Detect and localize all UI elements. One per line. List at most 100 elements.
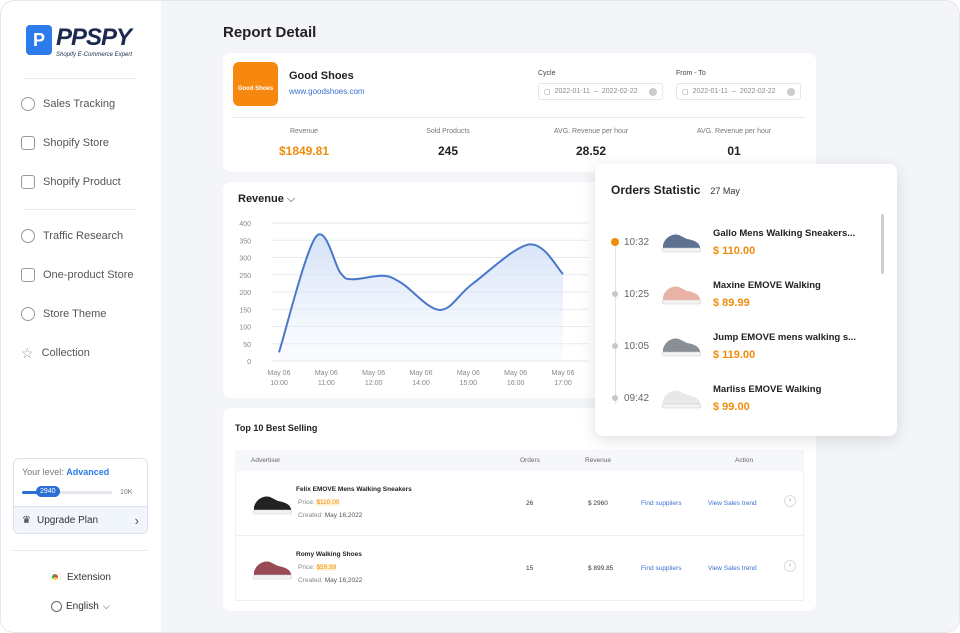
col-orders: Orders bbox=[520, 457, 540, 464]
y-tick-label: 150 bbox=[239, 307, 251, 314]
stat-value: 01 bbox=[727, 144, 741, 158]
chart-metric-select[interactable]: Revenue ⌵ bbox=[238, 193, 295, 206]
scrollbar[interactable] bbox=[881, 214, 884, 274]
y-tick-label: 0 bbox=[247, 359, 251, 366]
range-date-picker[interactable]: ▢ 2022-01-11–2022-02-22 bbox=[676, 83, 801, 100]
sidebar-item-one-product-store[interactable]: One-product Store bbox=[21, 268, 134, 282]
product-name: Marliss EMOVE Walking bbox=[713, 384, 822, 395]
y-tick-label: 400 bbox=[239, 221, 251, 228]
palette-icon bbox=[21, 307, 35, 321]
level-progress-bar: 2940 bbox=[22, 485, 112, 497]
sidebar-item-shopify-store[interactable]: Shopify Store bbox=[21, 136, 109, 150]
x-tick-label: May 06 11:00 bbox=[315, 370, 338, 387]
chevron-down-icon: ⌵ bbox=[102, 601, 110, 611]
product-name: Maxine EMOVE Walking bbox=[713, 280, 821, 291]
order-time: 10:05 bbox=[624, 341, 650, 352]
order-time: 09:42 bbox=[624, 393, 650, 404]
sidebar-item-shopify-product[interactable]: Shopify Product bbox=[21, 175, 121, 189]
start-date: 2022-01-11 bbox=[692, 88, 728, 95]
label: Store Theme bbox=[43, 308, 107, 320]
clear-icon[interactable] bbox=[649, 87, 657, 96]
stat-avg-revenue-2: AVG. Revenue per hour 01 bbox=[659, 128, 809, 158]
timeline-dot bbox=[612, 343, 618, 349]
chrome-icon bbox=[49, 571, 61, 583]
end-date: 2022-02-22 bbox=[739, 88, 776, 95]
product-name: Jump EMOVE mens walking s... bbox=[713, 332, 857, 343]
price-label: Price: bbox=[298, 499, 315, 506]
level-value: Advanced bbox=[66, 467, 110, 477]
store-name: Good Shoes bbox=[289, 70, 354, 82]
stat-revenue: Revenue $1849.81 bbox=[229, 128, 379, 158]
store-url[interactable]: www.goodshoes.com bbox=[289, 87, 365, 96]
y-tick-label: 250 bbox=[239, 273, 251, 280]
created-date: May 16,2022 bbox=[324, 512, 363, 519]
extension-link[interactable]: Extension bbox=[49, 571, 111, 583]
label: Sales Tracking bbox=[43, 98, 116, 110]
chevron-right-icon[interactable]: › bbox=[784, 560, 796, 572]
stat-value: 28.52 bbox=[575, 144, 607, 158]
upgrade-plan-button[interactable]: ♛ Upgrade Plan › bbox=[14, 506, 147, 533]
find-suppliers-link[interactable]: Find suppliers bbox=[641, 565, 682, 572]
end-date: 2022-02-22 bbox=[601, 88, 638, 95]
table-row: Felix EMOVE Mens Walking Sneakers Price:… bbox=[235, 471, 804, 536]
progress-fill bbox=[22, 490, 49, 494]
order-item[interactable]: 09:42 Marliss EMOVE Walking $ 99.00 bbox=[595, 368, 897, 418]
divider bbox=[23, 78, 137, 79]
language-label: English bbox=[66, 601, 99, 612]
view-sales-trend-link[interactable]: View Sales trend bbox=[708, 500, 757, 507]
cycle-date-picker[interactable]: ▢ 2022-01-11–2022-02-22 bbox=[538, 83, 663, 100]
sidebar-item-sales-tracking[interactable]: Sales Tracking bbox=[21, 97, 115, 111]
product-image bbox=[659, 383, 703, 411]
price-label: Price: bbox=[298, 564, 315, 571]
product-price: $ 89.99 bbox=[713, 297, 750, 309]
view-sales-trend-link[interactable]: View Sales trend bbox=[708, 565, 757, 572]
language-select[interactable]: English ⌵ bbox=[51, 601, 110, 612]
x-tick-label: May 06 15:00 bbox=[457, 370, 480, 387]
range-filter: From - To ▢ 2022-01-11–2022-02-22 bbox=[676, 70, 801, 100]
popup-header: Orders Statistic 27 May bbox=[611, 183, 740, 197]
store-icon bbox=[21, 136, 35, 150]
revenue-value: $ 899.85 bbox=[588, 565, 614, 572]
calendar-icon: ▢ bbox=[682, 88, 689, 96]
box-icon bbox=[21, 175, 35, 189]
product-image bbox=[659, 331, 703, 359]
product-image bbox=[659, 279, 703, 307]
stat-label: Sold Products bbox=[426, 128, 470, 135]
orders-count: 15 bbox=[526, 565, 534, 572]
revenue-value: $ 2960 bbox=[588, 500, 608, 507]
chevron-right-icon[interactable]: › bbox=[784, 495, 796, 507]
popup-title: Orders Statistic bbox=[611, 183, 701, 197]
clear-icon[interactable] bbox=[787, 87, 795, 96]
sidebar-item-collection[interactable]: ☆ Collection bbox=[21, 346, 90, 360]
order-item[interactable]: 10:32 Gallo Mens Walking Sneakers... $ 1… bbox=[595, 212, 897, 262]
series-line bbox=[278, 233, 564, 353]
product-price: $110.00 bbox=[316, 499, 340, 506]
progress-max: 10K bbox=[120, 488, 133, 496]
order-item[interactable]: 10:05 Jump EMOVE mens walking s... $ 119… bbox=[595, 316, 897, 366]
range-dash: – bbox=[731, 88, 736, 95]
store-logo-text: Good Shoes bbox=[237, 86, 274, 92]
logo[interactable]: P PPSPY Shopify E-Commerce Expert bbox=[26, 25, 132, 58]
y-tick-label: 50 bbox=[243, 342, 251, 349]
y-tick-label: 300 bbox=[239, 256, 251, 263]
product-price: $ 119.00 bbox=[713, 349, 756, 361]
label: Shopify Store bbox=[43, 137, 110, 149]
progress-value: 2940 bbox=[36, 485, 60, 497]
product-price: $ 110.00 bbox=[713, 245, 756, 257]
find-suppliers-link[interactable]: Find suppliers bbox=[641, 500, 682, 507]
order-item[interactable]: 10:25 Maxine EMOVE Walking $ 89.99 bbox=[595, 264, 897, 314]
stat-value: $1849.81 bbox=[278, 144, 330, 158]
table-header: Advertiser Orders Revenue Action bbox=[235, 450, 804, 471]
sidebar-item-traffic-research[interactable]: Traffic Research bbox=[21, 229, 123, 243]
order-time: 10:25 bbox=[624, 289, 650, 300]
created-label: Created: bbox=[298, 577, 323, 584]
sidebar-item-store-theme[interactable]: Store Theme bbox=[21, 307, 106, 321]
timeline-dot bbox=[612, 395, 618, 401]
orders-statistic-popup: Orders Statistic 27 May 10:32 Gallo Mens… bbox=[595, 164, 897, 436]
divider bbox=[23, 209, 137, 210]
col-advertiser: Advertiser bbox=[251, 457, 281, 464]
pie-chart-icon bbox=[21, 229, 35, 243]
col-revenue: Revenue bbox=[585, 457, 612, 464]
product-price: $59.99 bbox=[316, 564, 337, 571]
